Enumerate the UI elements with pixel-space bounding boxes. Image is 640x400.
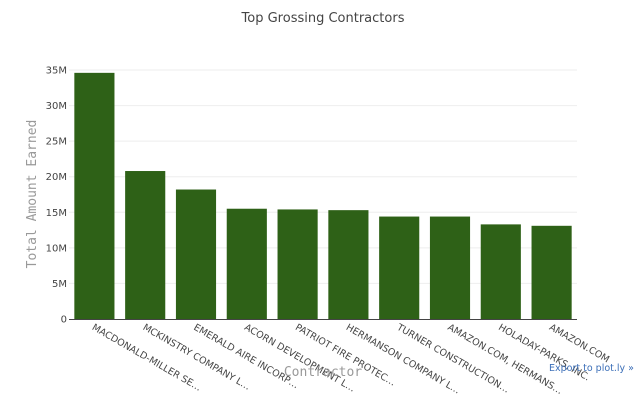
x-tick-label: HOLADAY-PARKS, INC. [496, 322, 591, 383]
bar [226, 208, 267, 319]
bar [429, 216, 471, 319]
y-tick-label: 15M [46, 208, 67, 219]
y-tick-label: 35M [46, 66, 67, 77]
bar [480, 224, 521, 319]
bars [74, 72, 572, 320]
y-axis-ticks: 0 5M 10M 15M 20M 25M 30M 35M [46, 66, 67, 326]
bar [379, 216, 420, 319]
bar [175, 189, 217, 319]
y-tick-label: 30M [46, 101, 67, 112]
x-axis-title: Contractor [284, 365, 362, 380]
chart-title: Top Grossing Contractors [241, 11, 405, 26]
export-to-plotly-link[interactable]: Export to plot.ly » [549, 363, 634, 374]
y-tick-label: 0 [61, 315, 67, 326]
bar [125, 171, 166, 319]
bar [531, 225, 572, 319]
bar [328, 210, 369, 319]
y-axis-title: Total Amount Earned [25, 120, 40, 269]
y-tick-label: 25M [46, 137, 67, 148]
bar [277, 209, 318, 319]
y-tick-label: 10M [46, 243, 67, 254]
bar [74, 72, 115, 320]
x-axis-ticks: MACDONALD-MILLER SE…MCKINSTRY COMPANY L…… [90, 322, 611, 397]
y-tick-label: 5M [52, 279, 67, 290]
y-tick-label: 20M [46, 172, 67, 183]
